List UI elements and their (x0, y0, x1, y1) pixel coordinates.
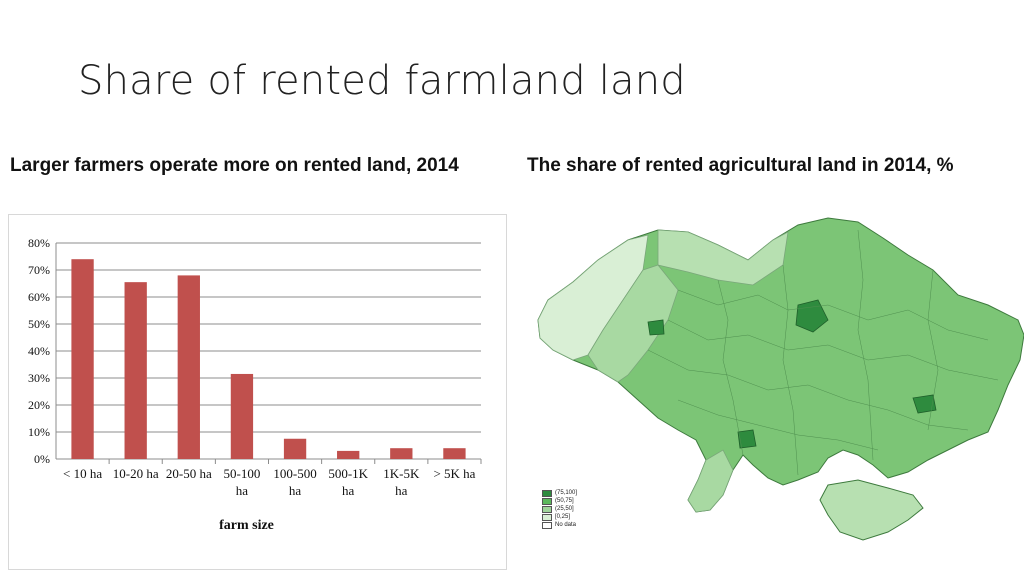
bar (283, 438, 307, 459)
bar (337, 450, 360, 459)
legend-swatch (542, 497, 552, 505)
x-tick-label: < 10 ha (63, 466, 102, 481)
x-tick-label: ha (342, 483, 355, 498)
bar (443, 448, 466, 459)
y-tick-label: 20% (28, 398, 50, 412)
legend-label: (25,50] (555, 506, 574, 512)
x-tick-label: ha (289, 483, 302, 498)
legend-swatch (542, 521, 552, 529)
map-east-dark (912, 394, 937, 414)
choropleth-map (537, 217, 1024, 541)
bar (390, 448, 413, 459)
x-tick-label: 500-1K (328, 466, 368, 481)
legend-swatch (542, 505, 552, 513)
map-odesa-light (687, 449, 734, 513)
x-axis-label: farm size (219, 518, 274, 533)
y-tick-label: 70% (28, 263, 50, 277)
x-tick-label: 50-100 (224, 466, 261, 481)
y-tick-label: 10% (28, 425, 50, 439)
y-tick-label: 30% (28, 371, 50, 385)
legend-swatch (542, 489, 552, 497)
map-north-light (657, 229, 789, 286)
x-tick-label: > 5K ha (433, 466, 475, 481)
x-tick-label: 10-20 ha (113, 466, 159, 481)
bar-chart: 0% 10% 20% 30% 40% 50% 60% 70% 80% < 10 ha 10-20 h… (28, 236, 482, 533)
legend-item: [0,25] (542, 513, 577, 521)
y-tick-label: 0% (34, 452, 50, 466)
x-tick-label: 20-50 ha (166, 466, 212, 481)
x-tick-label: ha (395, 483, 408, 498)
ukraine-rent-map (528, 210, 1024, 550)
bar (230, 373, 254, 459)
bar (71, 259, 94, 459)
y-tick-label: 80% (28, 236, 50, 250)
map-crimea (819, 479, 924, 541)
slide-title: Share of rented farmland land (78, 58, 686, 104)
bar-chart-panel: 0% 10% 20% 30% 40% 50% 60% 70% 80% < 10 ha 10-20 h… (8, 214, 507, 570)
legend-item: (25,50] (542, 505, 577, 513)
x-tick-label: 100-500 (273, 466, 316, 481)
map-heading: The share of rented agricultural land in… (527, 155, 954, 176)
legend-swatch (542, 513, 552, 521)
y-tick-label: 50% (28, 317, 50, 331)
legend-label: (75,100] (555, 490, 578, 496)
map-west-mid (587, 264, 679, 383)
bar (177, 275, 200, 459)
map-legend: (75,100] (50,75] (25,50] [0,25] No data (542, 489, 577, 529)
y-tick-label: 60% (28, 290, 50, 304)
x-tick-label: 1K-5K (383, 466, 420, 481)
map-south-dark (737, 429, 757, 449)
legend-label: [0,25] (555, 514, 571, 520)
map-west-dark (647, 319, 665, 336)
bar (124, 282, 147, 459)
map-district-borders (647, 229, 999, 476)
legend-item: No data (542, 521, 577, 529)
legend-item: (75,100] (542, 489, 577, 497)
legend-item: (50,75] (542, 497, 577, 505)
legend-label: No data (555, 522, 577, 528)
y-tick-label: 40% (28, 344, 50, 358)
chart-heading: Larger farmers operate more on rented la… (10, 155, 459, 176)
legend-label: (50,75] (555, 498, 574, 504)
x-tick-label: ha (236, 483, 249, 498)
